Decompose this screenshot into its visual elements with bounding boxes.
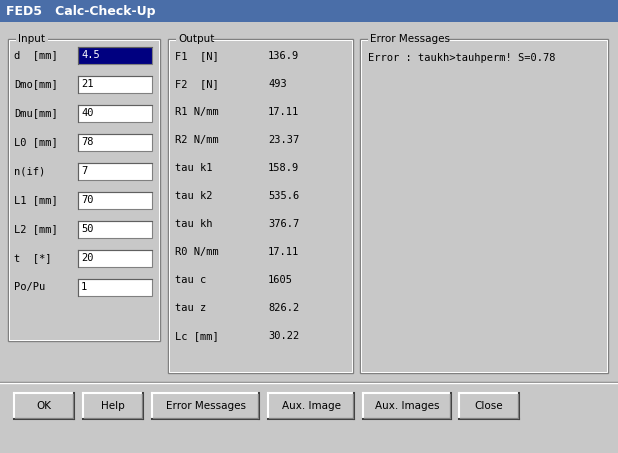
Bar (78, 279, 152, 295)
Text: 4.5: 4.5 (81, 50, 99, 60)
Bar (78, 76, 152, 92)
Text: Aux. Images: Aux. Images (375, 401, 439, 411)
Bar (0, 0, 618, 22)
Text: tau c: tau c (175, 275, 206, 285)
Bar (176, 33, 213, 45)
Text: Dmu[mm]: Dmu[mm] (14, 108, 57, 118)
Bar (78, 134, 152, 150)
Text: Input: Input (18, 34, 45, 44)
Text: 1: 1 (81, 282, 87, 292)
Text: t  [*]: t [*] (14, 253, 51, 263)
Text: Lc [mm]: Lc [mm] (175, 331, 219, 341)
Text: Error Messages: Error Messages (166, 401, 245, 411)
Bar (78, 250, 152, 266)
Bar (8, 39, 160, 341)
Text: Help: Help (101, 401, 125, 411)
Bar (78, 221, 152, 237)
Text: FED5   Calc-Check-Up: FED5 Calc-Check-Up (6, 5, 156, 18)
Text: Output: Output (178, 34, 214, 44)
Bar (78, 105, 152, 121)
Text: R2 N/mm: R2 N/mm (175, 135, 219, 145)
Text: Error Messages: Error Messages (370, 34, 450, 44)
Bar (9, 40, 159, 340)
Bar (268, 393, 354, 419)
Text: 70: 70 (81, 195, 93, 205)
Text: 17.11: 17.11 (268, 107, 299, 117)
Bar (368, 33, 449, 45)
Text: L0 [mm]: L0 [mm] (14, 137, 57, 147)
Text: d  [mm]: d [mm] (14, 50, 57, 60)
Text: tau z: tau z (175, 303, 206, 313)
Text: 376.7: 376.7 (268, 219, 299, 229)
Text: 20: 20 (81, 253, 93, 263)
Text: L2 [mm]: L2 [mm] (14, 224, 57, 234)
Text: 535.6: 535.6 (268, 191, 299, 201)
Text: 1605: 1605 (268, 275, 293, 285)
Text: L1 [mm]: L1 [mm] (14, 195, 57, 205)
Text: 50: 50 (81, 224, 93, 234)
Text: R1 N/mm: R1 N/mm (175, 107, 219, 117)
Text: 17.11: 17.11 (268, 247, 299, 257)
Bar (78, 163, 152, 179)
Text: R0 N/mm: R0 N/mm (175, 247, 219, 257)
Bar (168, 39, 353, 373)
Text: 493: 493 (268, 79, 287, 89)
Bar (459, 393, 519, 419)
Bar (360, 39, 608, 373)
Text: Po/Pu: Po/Pu (14, 282, 45, 292)
Bar (152, 393, 259, 419)
Text: 40: 40 (81, 108, 93, 118)
Text: F2  [N]: F2 [N] (175, 79, 219, 89)
Text: Close: Close (475, 401, 503, 411)
Bar (169, 40, 352, 372)
Text: 158.9: 158.9 (268, 163, 299, 173)
Text: n(if): n(if) (14, 166, 45, 176)
Text: Error : taukh>tauhperm! S=0.78: Error : taukh>tauhperm! S=0.78 (368, 53, 556, 63)
Text: F1  [N]: F1 [N] (175, 51, 219, 61)
Bar (78, 192, 152, 208)
Text: tau k1: tau k1 (175, 163, 213, 173)
Bar (78, 47, 152, 63)
Text: 21: 21 (81, 79, 93, 89)
Text: OK: OK (36, 401, 51, 411)
Text: 136.9: 136.9 (268, 51, 299, 61)
Bar (363, 393, 451, 419)
Text: 23.37: 23.37 (268, 135, 299, 145)
Text: Dmo[mm]: Dmo[mm] (14, 79, 57, 89)
Text: 7: 7 (81, 166, 87, 176)
Text: 78: 78 (81, 137, 93, 147)
Text: Aux. Image: Aux. Image (282, 401, 341, 411)
Bar (361, 40, 607, 372)
Text: tau kh: tau kh (175, 219, 213, 229)
Text: 30.22: 30.22 (268, 331, 299, 341)
Text: 826.2: 826.2 (268, 303, 299, 313)
Bar (83, 393, 143, 419)
Bar (14, 393, 74, 419)
Text: tau k2: tau k2 (175, 191, 213, 201)
Bar (16, 33, 48, 45)
